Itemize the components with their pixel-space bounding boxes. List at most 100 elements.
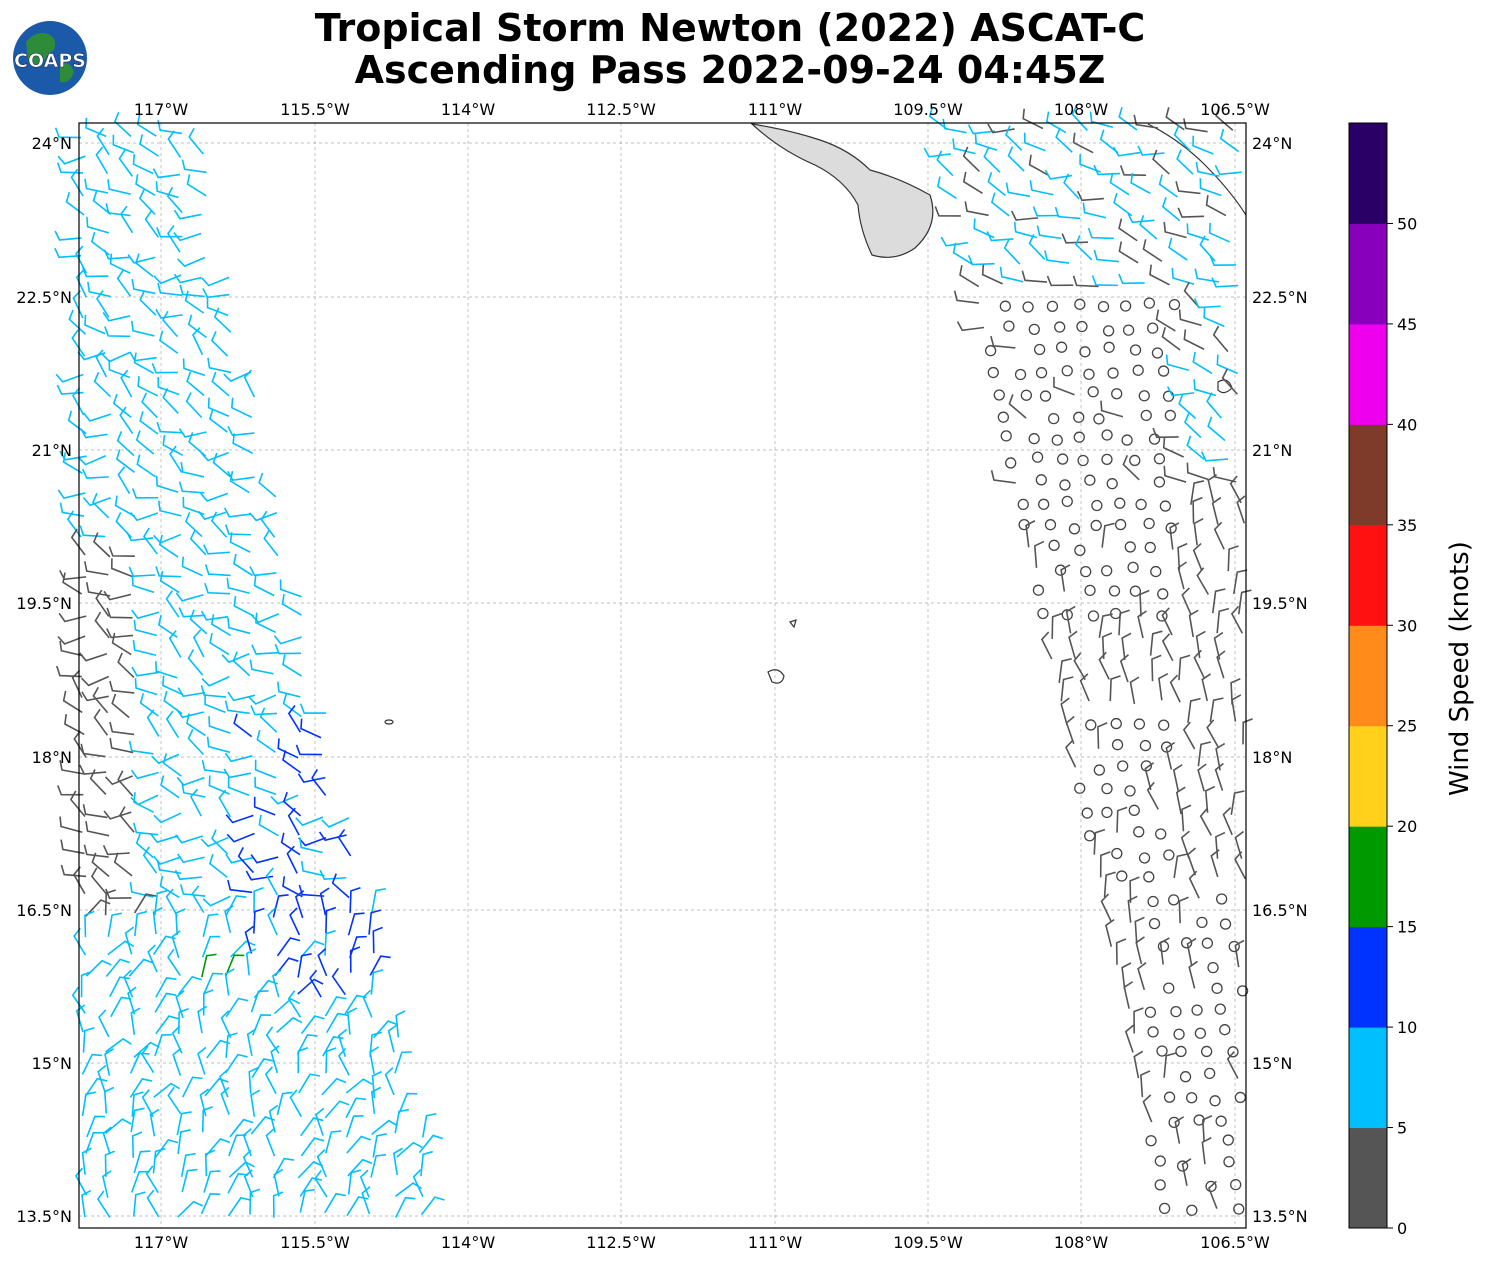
wind-barb bbox=[1192, 542, 1203, 572]
calm-marker bbox=[1035, 367, 1048, 379]
latitude-labels-right: 24°N 22.5°N 21°N 19.5°N 18°N 16.5°N 15°N 13.5°N bbox=[1252, 134, 1308, 1226]
wind-barb bbox=[321, 817, 350, 828]
wind-barb bbox=[244, 925, 254, 954]
wind-barb bbox=[270, 1045, 280, 1074]
wind-barb bbox=[321, 1077, 347, 1096]
wind-barb bbox=[210, 614, 232, 637]
colorbar-segment bbox=[1349, 1027, 1387, 1129]
wind-barb bbox=[152, 168, 181, 179]
calm-marker bbox=[1124, 541, 1136, 553]
wind-barb bbox=[1139, 214, 1158, 240]
wind-barb bbox=[104, 775, 134, 786]
wind-barb bbox=[309, 969, 322, 998]
wind-barb bbox=[1192, 496, 1203, 524]
wind-barb bbox=[1177, 561, 1188, 590]
wind-barb bbox=[201, 953, 217, 978]
calm-marker bbox=[997, 411, 1009, 423]
wind-barb bbox=[1204, 785, 1216, 813]
wind-barb bbox=[274, 957, 299, 976]
calm-marker bbox=[1111, 388, 1123, 400]
wind-barb bbox=[85, 1131, 104, 1154]
calm-marker bbox=[1133, 718, 1146, 730]
wind-barb bbox=[1214, 164, 1242, 176]
wind-barb bbox=[1177, 207, 1205, 218]
wind-barb bbox=[184, 290, 205, 314]
wind-barb bbox=[192, 629, 205, 658]
wind-barb bbox=[1152, 149, 1170, 175]
wind-barb bbox=[136, 114, 157, 137]
wind-barb bbox=[186, 371, 205, 397]
calm-marker bbox=[1151, 347, 1164, 359]
calm-marker bbox=[1153, 453, 1166, 465]
calm-marker bbox=[1093, 413, 1105, 425]
lon-label-top: 114°W bbox=[441, 100, 496, 119]
wind-barb bbox=[129, 1052, 150, 1074]
calm-marker bbox=[1168, 894, 1180, 906]
calm-marker bbox=[1185, 1092, 1198, 1104]
wind-barb bbox=[1186, 435, 1205, 461]
calm-marker bbox=[1209, 1095, 1221, 1107]
wind-barb bbox=[264, 1066, 277, 1095]
wind-barb bbox=[345, 1097, 367, 1119]
wind-barb bbox=[227, 471, 255, 482]
wind-barb bbox=[165, 888, 178, 917]
wind-barb bbox=[1214, 762, 1224, 791]
wind-barb bbox=[131, 1131, 143, 1158]
wind-barb bbox=[250, 705, 277, 716]
wind-barb bbox=[144, 210, 159, 238]
wind-barb bbox=[157, 500, 182, 517]
wind-barb bbox=[1236, 495, 1246, 524]
wind-barb bbox=[151, 363, 179, 374]
wind-barb bbox=[177, 1008, 189, 1035]
wind-barb bbox=[940, 236, 969, 247]
wind-barb bbox=[192, 327, 204, 356]
wind-barb bbox=[157, 615, 178, 638]
calm-marker bbox=[1116, 870, 1128, 882]
wind-barb bbox=[299, 940, 325, 959]
wind-barb bbox=[111, 632, 132, 656]
calm-marker bbox=[1191, 1004, 1203, 1016]
wind-barb bbox=[1183, 329, 1205, 350]
wind-barb bbox=[178, 428, 207, 438]
wind-barb bbox=[324, 1130, 342, 1154]
wind-barb bbox=[1233, 569, 1248, 594]
calm-marker bbox=[1003, 320, 1015, 332]
calm-marker bbox=[1135, 498, 1147, 511]
calm-marker bbox=[1138, 852, 1151, 864]
wind-barb bbox=[1178, 309, 1202, 327]
wind-barb bbox=[1178, 654, 1191, 681]
calm-marker bbox=[993, 389, 1005, 401]
wind-barb bbox=[1116, 806, 1128, 833]
calm-marker bbox=[1033, 343, 1046, 356]
wind-barb bbox=[372, 1133, 387, 1158]
calm-marker bbox=[1074, 544, 1086, 556]
wind-barb bbox=[1146, 781, 1159, 810]
calm-marker bbox=[1204, 1067, 1216, 1080]
wind-barb bbox=[1222, 807, 1233, 836]
wind-barb bbox=[299, 1177, 323, 1197]
wind-barb bbox=[83, 412, 112, 422]
wind-barb bbox=[72, 387, 85, 416]
wind-barb bbox=[1149, 264, 1170, 286]
wind-barb bbox=[73, 927, 87, 956]
wind-barb bbox=[135, 253, 154, 278]
wind-barb bbox=[1079, 673, 1090, 702]
wind-barb bbox=[1101, 632, 1113, 659]
wind-barb bbox=[1003, 238, 1021, 265]
calm-marker bbox=[1093, 764, 1105, 776]
wind-barb bbox=[1234, 851, 1246, 880]
wind-barb bbox=[58, 612, 87, 623]
calm-marker bbox=[1074, 298, 1086, 310]
wind-barb bbox=[1173, 853, 1188, 879]
calm-marker bbox=[1110, 717, 1122, 730]
wind-barb bbox=[132, 822, 159, 836]
wind-barb bbox=[1140, 1070, 1151, 1098]
wind-barb bbox=[179, 884, 206, 897]
wind-barb bbox=[139, 134, 159, 157]
wind-barb bbox=[96, 1190, 111, 1218]
calm-marker bbox=[1170, 1006, 1182, 1018]
wind-barb bbox=[229, 532, 251, 553]
wind-barb bbox=[90, 867, 107, 894]
wind-barb bbox=[1093, 164, 1121, 176]
wind-barb bbox=[1186, 462, 1209, 481]
